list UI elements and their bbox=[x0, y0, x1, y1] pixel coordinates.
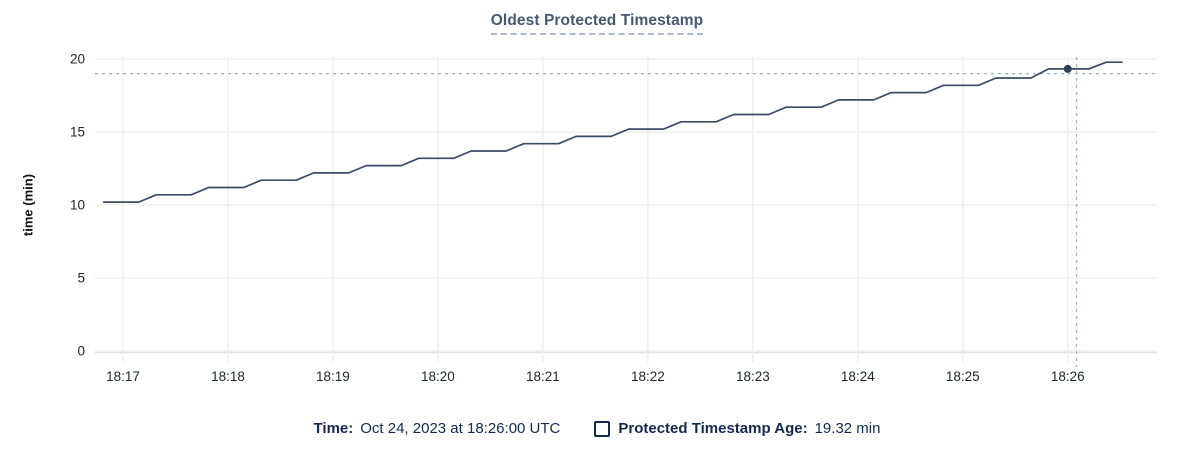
x-tick-label: 18:19 bbox=[316, 369, 350, 384]
x-tick-label: 18:23 bbox=[736, 369, 770, 384]
legend-series-label: Protected Timestamp Age: bbox=[618, 420, 808, 437]
x-tick-label: 18:18 bbox=[211, 369, 245, 384]
legend-time-label: Time: bbox=[313, 420, 354, 437]
x-tick-label: 18:24 bbox=[841, 369, 875, 384]
legend-time: Time: Oct 24, 2023 at 18:26:00 UTC bbox=[314, 420, 561, 437]
y-tick-label: 5 bbox=[77, 271, 85, 286]
chart-canvas[interactable]: 0 5 10 15 20 18:17 18:18 18:19 18:20 18:21 18:22 18… bbox=[0, 0, 1194, 400]
hover-dot bbox=[1063, 64, 1072, 73]
chart-header: Oldest Protected Timestamp bbox=[0, 12, 1194, 35]
x-tick-label: 18:20 bbox=[421, 369, 455, 384]
chart-legend: Time: Oct 24, 2023 at 18:26:00 UTC Prote… bbox=[0, 420, 1194, 437]
y-tick-label: 20 bbox=[70, 52, 85, 67]
legend-series-checkbox[interactable] bbox=[594, 420, 611, 437]
chart-title[interactable]: Oldest Protected Timestamp bbox=[490, 12, 704, 35]
y-tick-label: 0 bbox=[77, 344, 85, 359]
y-tick-label: 10 bbox=[70, 198, 85, 213]
x-tick-label: 18:26 bbox=[1051, 369, 1085, 384]
legend-series-value: 19.32 min bbox=[814, 420, 881, 437]
x-tick-label: 18:25 bbox=[946, 369, 980, 384]
series-line bbox=[102, 61, 1123, 203]
legend-series: Protected Timestamp Age: 19.32 min bbox=[594, 420, 880, 437]
y-tick-label: 15 bbox=[70, 125, 85, 140]
x-tick-label: 18:17 bbox=[106, 369, 140, 384]
x-tick-label: 18:22 bbox=[631, 369, 665, 384]
legend-time-value: Oct 24, 2023 at 18:26:00 UTC bbox=[360, 420, 561, 437]
x-tick-label: 18:21 bbox=[526, 369, 560, 384]
